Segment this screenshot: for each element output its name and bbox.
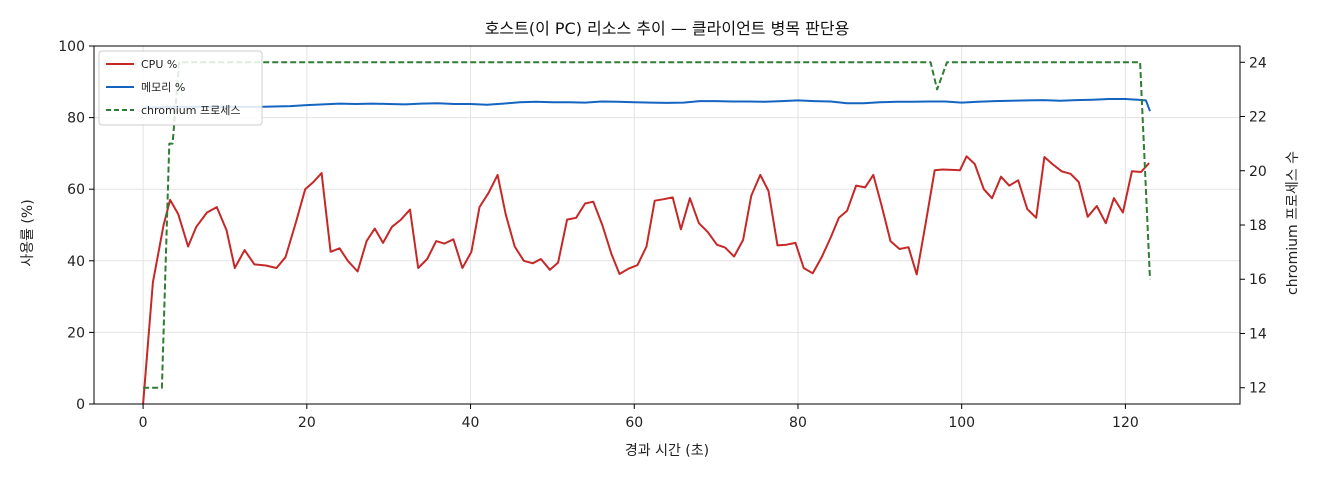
y-tick-label-right: 22 [1249, 110, 1267, 126]
x-tick-label: 0 [139, 415, 148, 431]
chart-title: 호스트(이 PC) 리소스 추이 — 클라이언트 병목 판단용 [485, 19, 850, 38]
y-tick-label-right: 16 [1249, 272, 1267, 288]
x-tick-label: 20 [298, 415, 316, 431]
y-tick-label-left: 100 [58, 39, 85, 55]
x-tick-label: 100 [948, 415, 975, 431]
legend-label-cpu: CPU % [141, 58, 177, 71]
series-line-2 [143, 61, 1151, 389]
ticks-layer: 0 20 40 60 80 100 120 0 20 40 60 80 100 12 14 16 18 20 22 2… [58, 39, 1267, 431]
x-axis-label: 경과 시간 (초) [625, 443, 709, 459]
x-tick-label: 40 [462, 415, 480, 431]
x-tick-label: 60 [625, 415, 643, 431]
y-tick-label-left: 20 [67, 325, 85, 341]
legend-label-chromium: chromium 프로세스 [141, 104, 240, 117]
y-tick-label-right: 18 [1249, 218, 1267, 234]
series-layer [142, 61, 1151, 405]
y-tick-label-right: 12 [1249, 381, 1267, 397]
y-axis-label-left: 사용률 (%) [20, 199, 36, 266]
y-tick-label-right: 20 [1249, 164, 1267, 180]
legend-label-memory: 메모리 % [141, 81, 185, 94]
x-tick-label: 80 [789, 415, 807, 431]
y-tick-label-right: 24 [1249, 55, 1267, 71]
y-tick-label-right: 14 [1249, 326, 1267, 342]
series-line-1 [143, 98, 1151, 112]
y-axis-label-right: chromium 프로세스 수 [1285, 151, 1301, 295]
y-tick-label-left: 80 [67, 111, 85, 127]
legend-box [98, 50, 263, 126]
y-tick-label-left: 60 [67, 182, 85, 198]
series-line-0 [142, 155, 1150, 405]
x-tick-label: 120 [1112, 415, 1139, 431]
legend: CPU % 메모리 % chromium 프로세스 [98, 50, 263, 126]
y-tick-label-left: 40 [67, 254, 85, 270]
y-tick-label-left: 0 [76, 397, 85, 413]
